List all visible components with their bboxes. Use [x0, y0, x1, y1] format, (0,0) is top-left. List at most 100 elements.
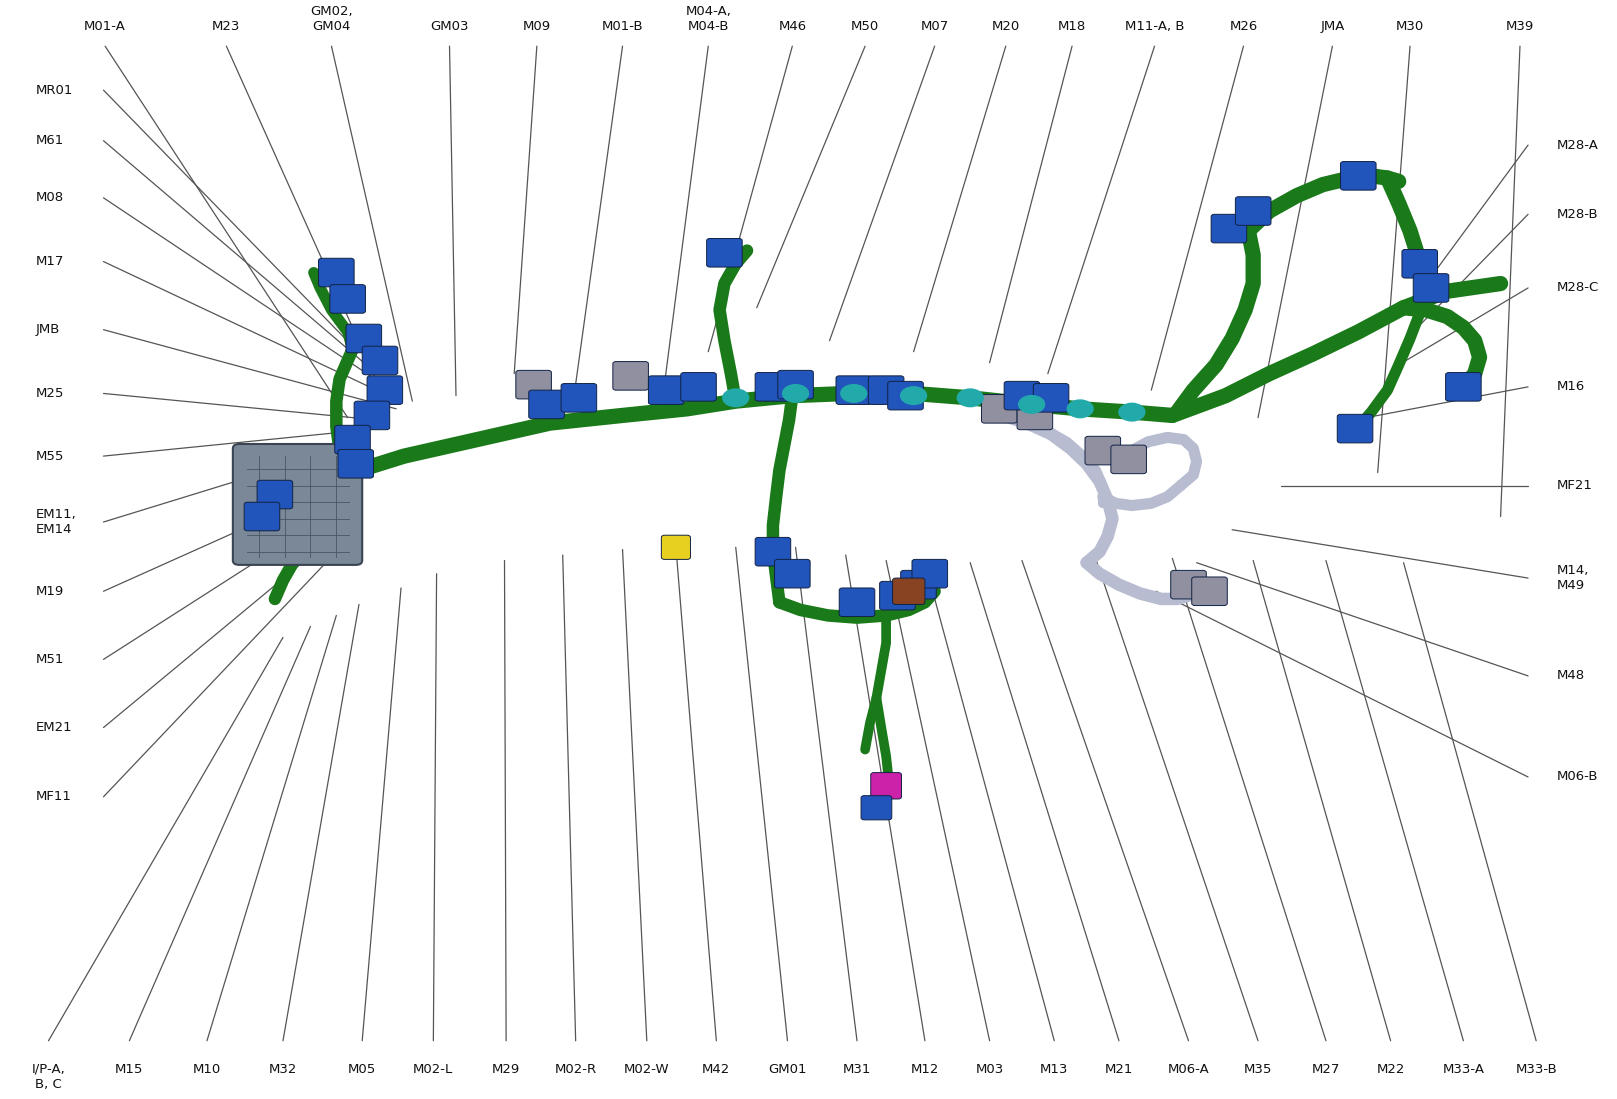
FancyBboxPatch shape [1192, 577, 1227, 606]
FancyBboxPatch shape [862, 796, 893, 820]
Text: M25: M25 [36, 387, 65, 400]
Text: M02-W: M02-W [624, 1063, 669, 1076]
FancyBboxPatch shape [836, 376, 872, 404]
Text: M27: M27 [1311, 1063, 1340, 1076]
Text: M01-B: M01-B [602, 20, 644, 33]
FancyBboxPatch shape [244, 502, 280, 531]
Text: M02-L: M02-L [414, 1063, 453, 1076]
Text: M11-A, B: M11-A, B [1125, 20, 1184, 33]
Text: M51: M51 [36, 653, 65, 666]
Text: M18: M18 [1058, 20, 1087, 33]
FancyBboxPatch shape [1402, 249, 1438, 278]
Text: M28-B: M28-B [1557, 208, 1599, 221]
FancyBboxPatch shape [872, 773, 902, 799]
Text: M33-A: M33-A [1442, 1063, 1484, 1076]
Circle shape [783, 385, 808, 402]
Circle shape [723, 389, 749, 407]
Text: M23: M23 [212, 20, 241, 33]
FancyBboxPatch shape [880, 581, 915, 610]
FancyBboxPatch shape [319, 258, 354, 287]
Circle shape [841, 385, 867, 402]
FancyBboxPatch shape [1211, 214, 1247, 243]
Circle shape [957, 389, 983, 407]
Text: M26: M26 [1229, 20, 1258, 33]
Text: M01-A: M01-A [84, 20, 126, 33]
Text: M42: M42 [702, 1063, 731, 1076]
FancyBboxPatch shape [778, 370, 813, 399]
FancyBboxPatch shape [755, 373, 791, 401]
Text: I/P-A,
B, C: I/P-A, B, C [32, 1063, 65, 1090]
Text: M31: M31 [842, 1063, 872, 1076]
FancyBboxPatch shape [982, 395, 1017, 423]
Text: MF21: MF21 [1557, 479, 1593, 492]
Circle shape [901, 387, 927, 404]
FancyBboxPatch shape [681, 373, 716, 401]
FancyBboxPatch shape [901, 570, 936, 599]
Text: JMB: JMB [36, 323, 60, 336]
FancyBboxPatch shape [839, 588, 875, 617]
Text: M06-B: M06-B [1557, 770, 1599, 784]
Text: M29: M29 [492, 1063, 521, 1076]
FancyBboxPatch shape [888, 381, 923, 410]
FancyBboxPatch shape [648, 376, 684, 404]
FancyBboxPatch shape [868, 376, 904, 404]
Text: M61: M61 [36, 134, 63, 147]
Text: M05: M05 [348, 1063, 377, 1076]
Text: M14,
M49: M14, M49 [1557, 564, 1590, 592]
FancyBboxPatch shape [1446, 373, 1481, 401]
FancyBboxPatch shape [529, 390, 564, 419]
FancyBboxPatch shape [1017, 401, 1053, 430]
FancyBboxPatch shape [362, 346, 398, 375]
FancyBboxPatch shape [330, 285, 365, 313]
Text: M22: M22 [1376, 1063, 1405, 1076]
FancyBboxPatch shape [233, 444, 362, 565]
FancyBboxPatch shape [893, 578, 925, 604]
FancyBboxPatch shape [707, 238, 742, 267]
Text: M07: M07 [920, 20, 949, 33]
Circle shape [1119, 403, 1145, 421]
Text: M10: M10 [192, 1063, 222, 1076]
Text: JMA: JMA [1319, 20, 1345, 33]
Text: M39: M39 [1505, 20, 1535, 33]
FancyBboxPatch shape [346, 324, 382, 353]
FancyBboxPatch shape [1235, 197, 1271, 225]
Text: MR01: MR01 [36, 84, 73, 97]
Circle shape [1019, 396, 1045, 413]
FancyBboxPatch shape [775, 559, 810, 588]
Text: M15: M15 [115, 1063, 144, 1076]
FancyBboxPatch shape [661, 535, 690, 559]
Text: M50: M50 [851, 20, 880, 33]
Text: GM01: GM01 [768, 1063, 807, 1076]
Text: MF11: MF11 [36, 790, 71, 803]
Text: EM21: EM21 [36, 721, 73, 734]
Text: M30: M30 [1395, 20, 1425, 33]
Text: M13: M13 [1040, 1063, 1069, 1076]
Text: M20: M20 [991, 20, 1020, 33]
Text: M06-A: M06-A [1167, 1063, 1210, 1076]
FancyBboxPatch shape [755, 537, 791, 566]
Text: M17: M17 [36, 255, 65, 268]
Text: M04-A,
M04-B: M04-A, M04-B [686, 5, 731, 33]
FancyBboxPatch shape [1004, 381, 1040, 410]
Text: M09: M09 [522, 20, 551, 33]
Text: M12: M12 [910, 1063, 939, 1076]
FancyBboxPatch shape [1085, 436, 1121, 465]
FancyBboxPatch shape [1033, 384, 1069, 412]
Text: GM02,
GM04: GM02, GM04 [310, 5, 353, 33]
FancyBboxPatch shape [1340, 162, 1376, 190]
Text: M46: M46 [778, 20, 807, 33]
FancyBboxPatch shape [335, 425, 370, 454]
Text: M02-R: M02-R [555, 1063, 597, 1076]
Text: M32: M32 [268, 1063, 298, 1076]
FancyBboxPatch shape [1171, 570, 1206, 599]
Circle shape [1067, 400, 1093, 418]
FancyBboxPatch shape [367, 376, 403, 404]
Text: M16: M16 [1557, 380, 1585, 393]
Text: M28-A: M28-A [1557, 138, 1599, 152]
Text: M55: M55 [36, 449, 65, 463]
Text: EM11,
EM14: EM11, EM14 [36, 508, 76, 536]
Text: M03: M03 [975, 1063, 1004, 1076]
Text: M21: M21 [1104, 1063, 1134, 1076]
FancyBboxPatch shape [338, 449, 374, 478]
FancyBboxPatch shape [354, 401, 390, 430]
